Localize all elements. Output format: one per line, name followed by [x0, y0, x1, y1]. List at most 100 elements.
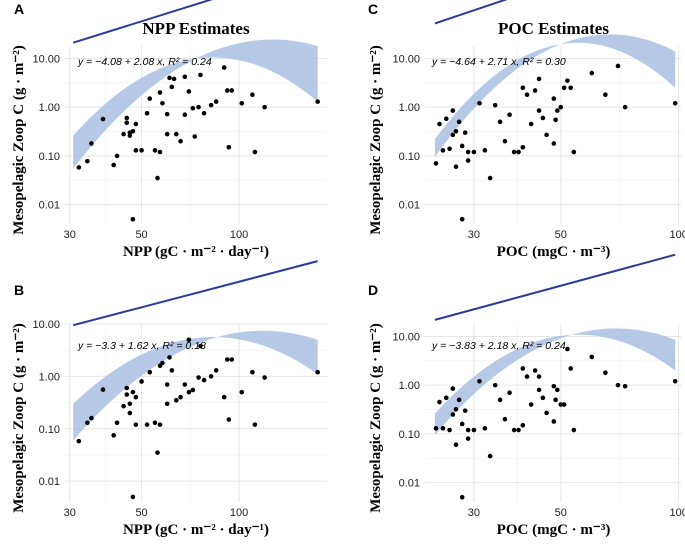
- y-tick-label: 0.01: [399, 478, 420, 490]
- data-point: [130, 494, 136, 500]
- y-tick-label: 0.10: [399, 151, 420, 163]
- data-point: [224, 357, 230, 362]
- data-point: [76, 438, 82, 444]
- data-point: [157, 149, 163, 155]
- y-tick-label: 0.10: [39, 151, 60, 163]
- regression-line: [72, 0, 213, 44]
- data-point: [167, 355, 172, 360]
- data-point: [315, 99, 320, 104]
- data-point: [453, 442, 459, 447]
- confidence-band: [434, 34, 676, 157]
- data-point: [164, 382, 170, 387]
- regression-equation: y = −4.64 + 2.71 x, R² = 0.30: [431, 56, 566, 68]
- data-point: [482, 426, 488, 431]
- data-point: [144, 110, 150, 116]
- y-axis-label: Mesopelagic Zoop C (g · m⁻²): [368, 45, 384, 234]
- y-axis-label: Mesopelagic Zoop C (g · m⁻²): [11, 323, 27, 512]
- data-point: [226, 417, 232, 422]
- data-point: [155, 450, 160, 455]
- data-point: [440, 426, 446, 431]
- x-tick-label: 30: [468, 229, 480, 241]
- data-point: [536, 374, 542, 379]
- data-point: [114, 153, 120, 159]
- regression-line: [434, 0, 508, 25]
- y-tick-label: 0.01: [39, 200, 60, 212]
- data-point: [190, 387, 196, 393]
- data-point: [239, 101, 245, 106]
- data-point: [492, 102, 498, 108]
- data-point: [536, 108, 542, 113]
- data-point: [173, 397, 179, 403]
- data-point: [497, 397, 503, 403]
- data-point: [524, 374, 530, 379]
- data-point: [250, 92, 255, 98]
- data-point: [459, 421, 465, 427]
- data-point: [130, 128, 136, 134]
- data-point: [85, 158, 90, 164]
- x-tick-label: 100: [230, 507, 248, 519]
- data-point: [133, 394, 139, 400]
- data-point: [239, 389, 245, 395]
- data-point: [196, 375, 201, 380]
- data-point: [133, 121, 139, 127]
- data-point: [555, 108, 560, 113]
- data-point: [229, 357, 235, 362]
- data-point: [111, 433, 116, 438]
- data-point: [456, 119, 462, 125]
- data-point: [544, 410, 549, 416]
- data-point: [133, 148, 139, 153]
- data-point: [589, 354, 595, 360]
- data-point: [139, 379, 144, 384]
- y-tick-label: 0.10: [39, 424, 60, 436]
- data-point: [502, 138, 508, 144]
- data-point: [155, 175, 160, 181]
- data-point: [516, 427, 521, 433]
- data-point: [450, 386, 456, 391]
- data-point: [144, 422, 150, 427]
- data-point: [465, 158, 471, 163]
- data-point: [477, 101, 482, 106]
- data-point: [459, 216, 465, 222]
- data-point: [615, 63, 621, 69]
- confidence-band: [73, 39, 318, 169]
- panel-title: POC Estimates: [498, 19, 609, 38]
- data-point: [198, 72, 203, 78]
- data-point: [100, 116, 106, 122]
- data-point: [186, 389, 192, 395]
- x-tick-label: 30: [468, 507, 480, 519]
- data-point: [160, 101, 165, 106]
- panel-b: 30 50 100 0.01 0.10 1.00 10.00 y = −3.3 + 1.62 …: [11, 260, 327, 538]
- x-tick-label: 100: [669, 507, 685, 519]
- data-point: [450, 108, 456, 113]
- regression-equation: y = −3.3 + 1.62 x, R² = 0.18: [77, 340, 206, 352]
- data-point: [164, 111, 170, 117]
- panel-c: 30 50 100 0.01 0.10 1.00 10.00 y = −4.64 + 2.71…: [368, 0, 685, 260]
- data-point: [507, 112, 512, 118]
- y-tick-label: 0.01: [39, 476, 60, 488]
- panel-a: 30 50 100 0.01 0.10 1.00 10.00 y = −4.08 + 2.08…: [11, 0, 327, 260]
- data-point: [315, 369, 320, 375]
- data-point: [453, 128, 459, 134]
- regression-line: [434, 253, 676, 321]
- data-point: [551, 96, 557, 101]
- data-point: [568, 366, 573, 371]
- data-point: [487, 453, 493, 459]
- data-point: [85, 420, 90, 426]
- data-point: [465, 149, 471, 155]
- data-point: [532, 88, 538, 93]
- data-point: [528, 121, 534, 127]
- data-point: [540, 395, 546, 401]
- data-point: [471, 149, 477, 155]
- data-point: [561, 85, 567, 91]
- data-point: [555, 387, 560, 393]
- y-tick-label: 10.00: [392, 331, 420, 343]
- data-point: [124, 115, 130, 121]
- x-tick-label: 100: [230, 229, 248, 241]
- data-point: [201, 110, 207, 116]
- data-point: [221, 65, 227, 70]
- x-tick-label: 50: [135, 507, 147, 519]
- data-point: [130, 216, 136, 222]
- data-point: [182, 74, 188, 80]
- regression-equation: y = −3.83 + 2.18 x, R² = 0.24: [431, 340, 566, 352]
- data-point: [497, 119, 503, 125]
